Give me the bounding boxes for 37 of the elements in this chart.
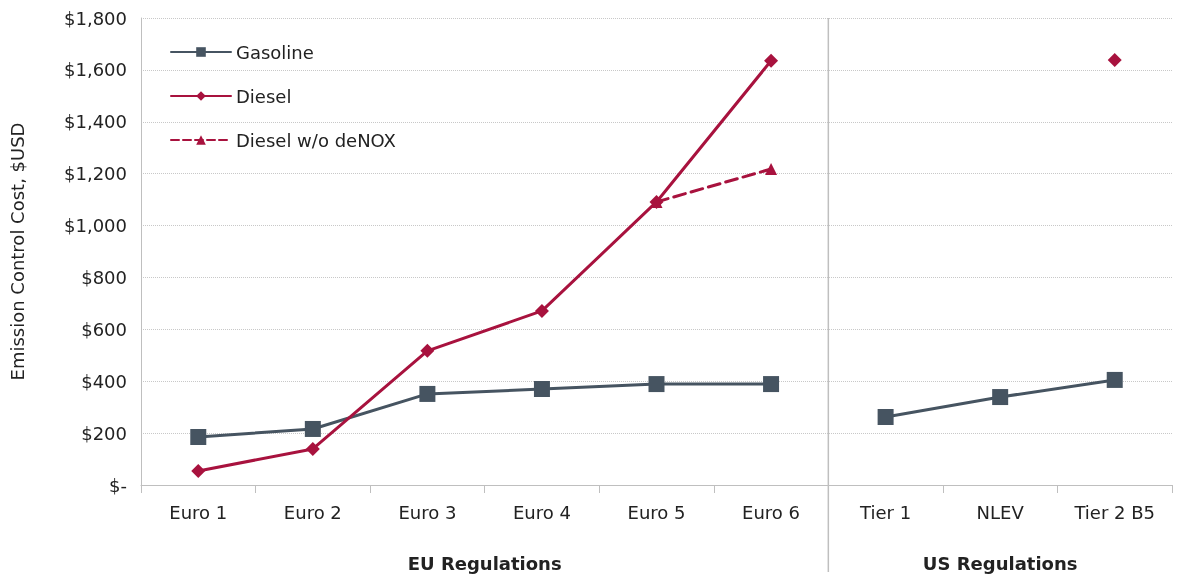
point [191,463,206,478]
point [304,420,321,437]
x-tick-label: Tier 1 [859,501,912,523]
point [533,381,550,398]
point [648,376,665,393]
y-tick-label: $- [109,474,127,496]
legend-label: Diesel w/o deNOX [236,129,396,151]
x-tick-label: NLEV [976,501,1025,523]
legend-label: Gasoline [236,41,314,63]
x-tick-label: Euro 5 [627,501,686,523]
y-tick-label: $200 [81,422,127,444]
x-tick-label: Euro 1 [169,501,228,523]
x-tick-label: Euro 2 [283,501,342,523]
text: US Regulations [922,552,1078,574]
y-tick-label: $1,400 [64,111,127,133]
y-tick-label: $600 [81,318,127,340]
text: EU Regulations [407,552,562,574]
point [420,343,435,358]
point [763,376,780,393]
point [534,303,549,318]
x-tick-label: Euro 6 [742,501,801,523]
y-axis-title: Emission Control Cost, $USD [6,122,28,381]
y-tick-label: $1,200 [64,163,127,185]
point [190,429,207,445]
x-tick-label: Tier 2 B5 [1073,501,1156,523]
point [764,53,779,68]
x-tick-label: Euro 4 [512,501,571,523]
x-tick-label: Euro 3 [398,501,457,523]
point [305,441,320,456]
point [419,385,436,402]
y-tick-label: $1,600 [64,59,127,81]
y-tick-label: $400 [81,370,127,392]
point [1107,53,1122,68]
y-tick-label: $1,800 [64,7,127,29]
legend-label: Diesel [236,85,292,107]
y-tick-label: $800 [81,266,127,288]
y-tick-label: $1,000 [64,215,127,237]
